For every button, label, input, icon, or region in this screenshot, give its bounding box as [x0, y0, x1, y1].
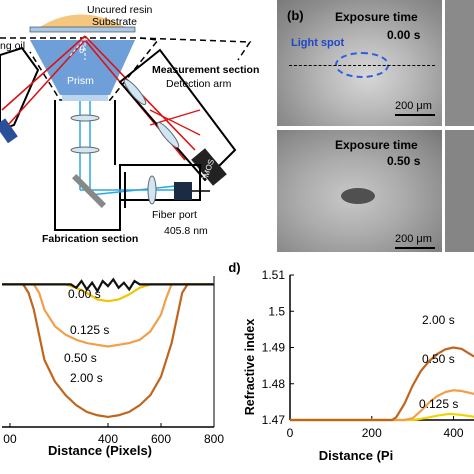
- fabrication-lens: [70, 114, 100, 122]
- fabrication-lens: [147, 175, 157, 205]
- illumination-arm: [0, 46, 40, 132]
- dashed-outline-right: [139, 37, 252, 61]
- series-label: 0.125 s: [419, 397, 458, 411]
- fiber-label: Fiber port: [152, 209, 197, 221]
- exposure-title: Exposure time: [335, 138, 418, 152]
- series-label: 0.125 s: [70, 323, 109, 337]
- x-axis-label: Distance (Pixels): [48, 443, 152, 458]
- y-tick-label: 1.5: [268, 304, 285, 318]
- x-tick-label: 400: [444, 426, 464, 440]
- series-label: 0.00 s: [68, 287, 101, 301]
- scale-bar-label: 200 μm: [395, 100, 432, 112]
- cured-spot: [341, 188, 375, 204]
- measurement-label: Measurement section: [152, 64, 259, 76]
- fabrication-label: Fabrication section: [42, 233, 138, 245]
- detection-label: Detection arm: [166, 78, 232, 90]
- x-tick-label: 800: [204, 432, 224, 446]
- prism: [30, 40, 135, 95]
- fabrication-arm: [54, 100, 201, 231]
- prism-label: Prism: [67, 75, 94, 87]
- y-tick-label: 1.51: [262, 268, 286, 282]
- fiber-port: [174, 182, 192, 200]
- y-axis-label: Refractive index: [243, 319, 257, 416]
- exposure-time: 0.00 s: [387, 28, 421, 42]
- profile-chart: 00 400 600 800 0.00 s 0.125 s 0.50 s 2.00 s Dis…: [2, 276, 224, 458]
- series-label: 0.50 s: [64, 351, 97, 365]
- detection-lens: [123, 78, 147, 106]
- micrograph-top: (b) Exposure time 0.00 s Light spot 200 …: [277, 0, 442, 126]
- cmos-sensor: [191, 148, 227, 186]
- series-label: 2.00 s: [70, 371, 103, 385]
- x-tick-label: 00: [3, 432, 17, 446]
- panel-letter-b: (b): [287, 8, 304, 23]
- fabrication-lens: [70, 146, 100, 154]
- angle-line: [69, 37, 86, 57]
- x-tick-label: 0: [287, 426, 294, 440]
- exposure-title: Exposure time: [335, 10, 418, 24]
- x-tick-label: 200: [362, 426, 382, 440]
- resin-label: Uncured resin: [87, 4, 153, 16]
- oil-label: ng oil: [0, 40, 25, 52]
- blue-beam: [89, 184, 186, 196]
- scale-bar: [395, 247, 435, 249]
- light-spot-label: Light spot: [291, 37, 345, 49]
- resin-droplet: [40, 14, 125, 27]
- scale-bar: [395, 114, 435, 116]
- detection-lens: [156, 121, 180, 149]
- mirror: [72, 174, 106, 208]
- red-beam: [1, 35, 86, 111]
- series-label: 0.50 s: [422, 352, 455, 366]
- dashed-outline: [0, 37, 160, 101]
- wavelength-label: 405.8 nm: [164, 225, 208, 237]
- x-tick-label: 600: [151, 432, 171, 446]
- series-line: [2, 283, 214, 348]
- series-label: 2.00 s: [422, 313, 455, 327]
- series-line: [290, 346, 474, 422]
- series-line: [2, 277, 214, 294]
- series-line: [2, 283, 214, 419]
- x-tick-label: 400: [98, 432, 118, 446]
- y-tick-label: 1.48: [262, 377, 286, 391]
- micrograph-bottom-right: [445, 130, 474, 252]
- micrograph-bottom: Exposure time 0.50 s 200 μm: [277, 130, 442, 252]
- cross-section-line: [289, 65, 435, 66]
- red-beam: [149, 109, 201, 136]
- refractive-index-chart: 1.47 1.48 1.49 1.5 1.51 0 200 400 2.00 s 0.50 s 0.…: [228, 260, 474, 463]
- micrograph-top-right: [445, 0, 474, 126]
- setup-diagram: θ CMOS Uncured resin Substrate ng oil Pr…: [0, 4, 259, 245]
- substrate: [29, 26, 136, 33]
- micrograph-panel: (b) Exposure time 0.00 s Light spot 200 …: [277, 0, 474, 252]
- light-source: [0, 118, 18, 144]
- scale-bar-label: 200 μm: [395, 233, 432, 245]
- x-axis-label: Distance (Pi: [319, 448, 393, 463]
- prism-base: [62, 95, 108, 101]
- substrate-label: Substrate: [92, 16, 137, 28]
- theta-label: θ: [79, 45, 85, 56]
- y-tick-label: 1.47: [262, 413, 286, 427]
- exposure-time: 0.50 s: [387, 154, 421, 168]
- panel-letter-d: (d): [228, 260, 241, 275]
- y-tick-label: 1.49: [262, 341, 286, 355]
